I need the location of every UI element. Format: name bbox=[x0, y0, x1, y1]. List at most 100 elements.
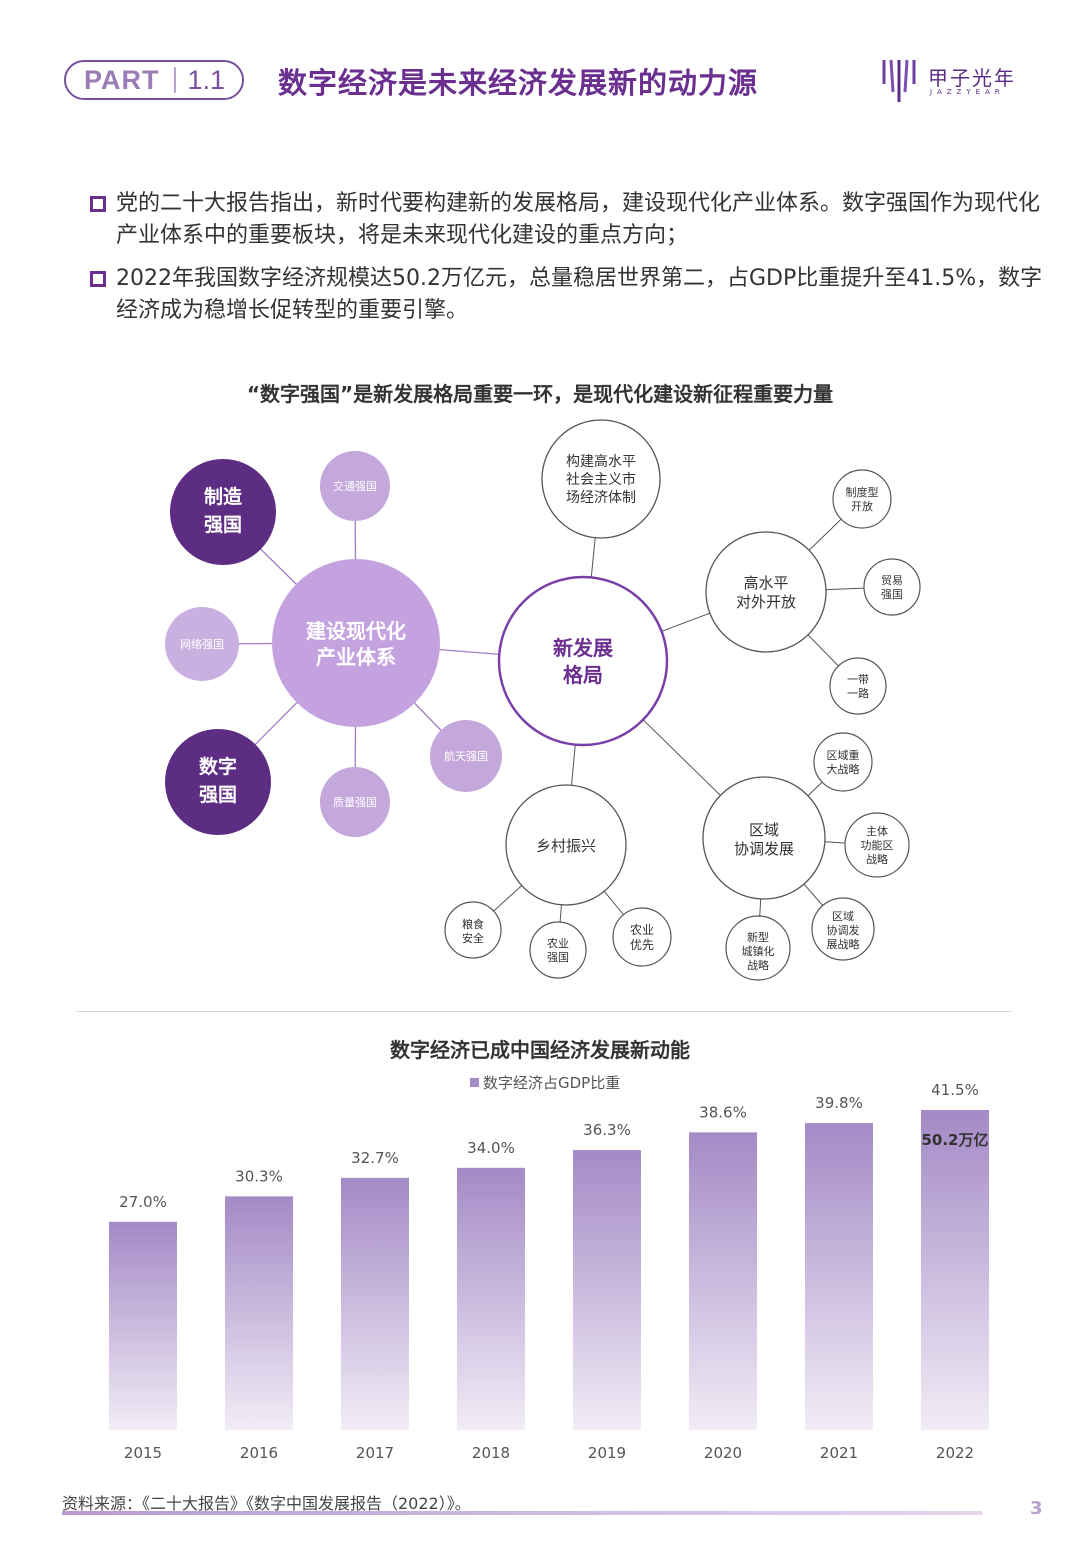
node-regional-coordination-label: 区域 bbox=[832, 910, 854, 923]
x-tick-label: 2017 bbox=[356, 1444, 394, 1462]
bar-annotation: 50.2万亿 bbox=[921, 1131, 988, 1149]
logo-subtitle: JAZZYEAR bbox=[930, 88, 1005, 96]
node-trade-label: 贸易 bbox=[881, 574, 903, 587]
diagram-title: “数字强国”是新发展格局重要一环，是现代化建设新征程重要力量 bbox=[246, 382, 834, 406]
node-opening-label: 对外开放 bbox=[736, 593, 796, 611]
node-regional-major: 区域重 大战略 bbox=[813, 732, 873, 792]
node-opening-label: 高水平 bbox=[743, 574, 788, 592]
node-agri-power-label: 强国 bbox=[547, 951, 569, 964]
node-market-economy-label: 场经济体制 bbox=[566, 490, 636, 506]
node-transport-label: 交通强国 bbox=[333, 479, 377, 493]
node-urbanization-label: 战略 bbox=[747, 958, 769, 972]
bar-value-label: 36.3% bbox=[583, 1121, 631, 1139]
part-label: PART bbox=[84, 64, 160, 95]
strategy-diagram: 制造 强国 交通强国 网络强国 航天强国 数字 强国 质量强国 建设现代化 产业… bbox=[165, 419, 921, 981]
node-trade: 贸易 强国 bbox=[863, 558, 921, 616]
footer-line bbox=[62, 1511, 982, 1515]
bar-2020 bbox=[689, 1132, 757, 1430]
node-quality: 质量强国 bbox=[320, 767, 390, 837]
hub-industry-system-label: 建设现代化 bbox=[306, 619, 406, 643]
hub-new-pattern: 新发展 格局 bbox=[497, 575, 669, 747]
logo-mark-icon bbox=[882, 59, 916, 102]
node-manufacturing-label: 制造 bbox=[204, 485, 243, 508]
legend-label: 数字经济占GDP比重 bbox=[483, 1074, 620, 1092]
chart-x-labels: 2015 2016 2017 2018 2019 2020 2021 2022 bbox=[124, 1444, 974, 1462]
bar-2016 bbox=[225, 1196, 293, 1430]
node-digital-label: 强国 bbox=[199, 784, 237, 806]
node-main-function-label: 功能区 bbox=[861, 838, 894, 852]
legend-swatch bbox=[470, 1078, 479, 1087]
node-regional-coordination-label: 协调发 bbox=[827, 923, 860, 937]
node-network-label: 网络强国 bbox=[180, 637, 224, 651]
bar-2018 bbox=[457, 1167, 525, 1430]
node-belt-road-label: 一路 bbox=[847, 687, 869, 700]
node-agri-priority: 农业 优先 bbox=[612, 907, 672, 967]
node-main-function-label: 主体 bbox=[866, 824, 888, 838]
node-regional-label: 区域 bbox=[749, 821, 779, 839]
page-header: PART 1.1 数字经济是未来经济发展新的动力源 甲子光年 JAZZYEAR bbox=[0, 0, 1080, 140]
node-manufacturing-label: 强国 bbox=[204, 514, 242, 536]
part-separator bbox=[173, 67, 176, 93]
bar-2015 bbox=[109, 1221, 177, 1430]
bar-value-label: 39.8% bbox=[815, 1094, 863, 1112]
bar-2021 bbox=[805, 1123, 873, 1430]
node-urbanization-label: 新型 bbox=[747, 930, 769, 944]
chart-title: 数字经济已成中国经济发展新动能 bbox=[390, 1038, 690, 1062]
hub-new-pattern-label: 新发展 bbox=[553, 636, 613, 660]
bar-2022 bbox=[921, 1110, 989, 1430]
source-note: 资料来源：《二十大报告》《数字中国发展报告（2022）》。 bbox=[62, 1494, 471, 1513]
bullet-square-icon bbox=[90, 196, 106, 212]
node-main-function: 主体 功能区 战略 bbox=[844, 812, 910, 878]
bullet-item: 党的二十大报告指出，新时代要构建新的发展格局，建设现代化产业体系。数字强国作为现… bbox=[90, 188, 1060, 252]
bullet-item: 2022年我国数字经济规模达50.2万亿元，总量稳居世界第二，占GDP比重提升至… bbox=[90, 263, 1060, 327]
node-transport: 交通强国 bbox=[320, 451, 390, 521]
hub-new-pattern-label: 格局 bbox=[563, 663, 603, 687]
node-regional-major-label: 大战略 bbox=[827, 762, 860, 776]
node-institutional-opening: 制度型 开放 bbox=[832, 469, 892, 529]
node-digital: 数字 强国 bbox=[165, 729, 271, 835]
bar-value-label: 41.5% bbox=[931, 1081, 979, 1099]
x-tick-label: 2019 bbox=[588, 1444, 626, 1462]
node-opening: 高水平 对外开放 bbox=[705, 531, 827, 653]
node-food-security-label: 安全 bbox=[462, 931, 484, 945]
node-agri-priority-label: 农业 bbox=[630, 923, 654, 937]
bar-value-label: 32.7% bbox=[351, 1149, 399, 1167]
part-number: 1.1 bbox=[187, 64, 226, 95]
bullet-text: 2022年我国数字经济规模达50.2万亿元，总量稳居世界第二，占GDP比重提升至… bbox=[116, 266, 1043, 323]
gdp-share-chart: 数字经济占GDP比重 27.0% 30.3% 32.7% 34.0% 36.3% 38.6… bbox=[109, 1074, 989, 1462]
bar-value-label: 38.6% bbox=[699, 1103, 747, 1121]
node-agri-priority-label: 优先 bbox=[630, 938, 654, 952]
x-tick-label: 2016 bbox=[240, 1444, 278, 1462]
bar-value-label: 30.3% bbox=[235, 1167, 283, 1185]
node-urbanization: 新型 城镇化 战略 bbox=[725, 915, 791, 981]
node-regional-label: 协调发展 bbox=[734, 840, 794, 858]
section-divider bbox=[76, 1011, 1011, 1012]
node-market-economy-label: 构建高水平 bbox=[566, 453, 636, 470]
node-urbanization-label: 城镇化 bbox=[742, 944, 775, 958]
x-tick-label: 2022 bbox=[936, 1444, 974, 1462]
node-rural-label: 乡村振兴 bbox=[536, 837, 596, 855]
node-regional-major-label: 区域重 bbox=[827, 748, 860, 762]
x-tick-label: 2018 bbox=[472, 1444, 510, 1462]
node-trade-label: 强国 bbox=[881, 588, 903, 601]
bar-2019 bbox=[573, 1150, 641, 1430]
logo-name: 甲子光年 bbox=[928, 66, 1016, 90]
intro-bullets: 党的二十大报告指出，新时代要构建新的发展格局，建设现代化产业体系。数字强国作为现… bbox=[90, 188, 1060, 338]
node-aerospace: 航天强国 bbox=[430, 720, 502, 792]
node-digital-label: 数字 bbox=[199, 755, 237, 778]
node-agri-power-label: 农业 bbox=[547, 936, 569, 950]
x-tick-label: 2021 bbox=[820, 1444, 858, 1462]
node-belt-road-label: 一带 bbox=[847, 673, 869, 686]
part-badge: PART 1.1 bbox=[64, 60, 244, 100]
node-food-security-label: 粮食 bbox=[462, 917, 484, 931]
node-institutional-opening-label: 制度型 bbox=[846, 485, 879, 499]
node-belt-road: 一带 一路 bbox=[829, 657, 887, 715]
node-regional-coordination-label: 展战略 bbox=[827, 937, 860, 951]
node-manufacturing: 制造 强国 bbox=[170, 459, 276, 565]
hub-industry-system: 建设现代化 产业体系 bbox=[272, 559, 440, 727]
brand-logo: 甲子光年 JAZZYEAR bbox=[880, 56, 1030, 106]
x-tick-label: 2020 bbox=[704, 1444, 742, 1462]
chart-legend: 数字经济占GDP比重 bbox=[470, 1074, 620, 1092]
node-market-economy: 构建高水平 社会主义市 场经济体制 bbox=[541, 419, 661, 539]
page-number: 3 bbox=[1030, 1498, 1043, 1519]
